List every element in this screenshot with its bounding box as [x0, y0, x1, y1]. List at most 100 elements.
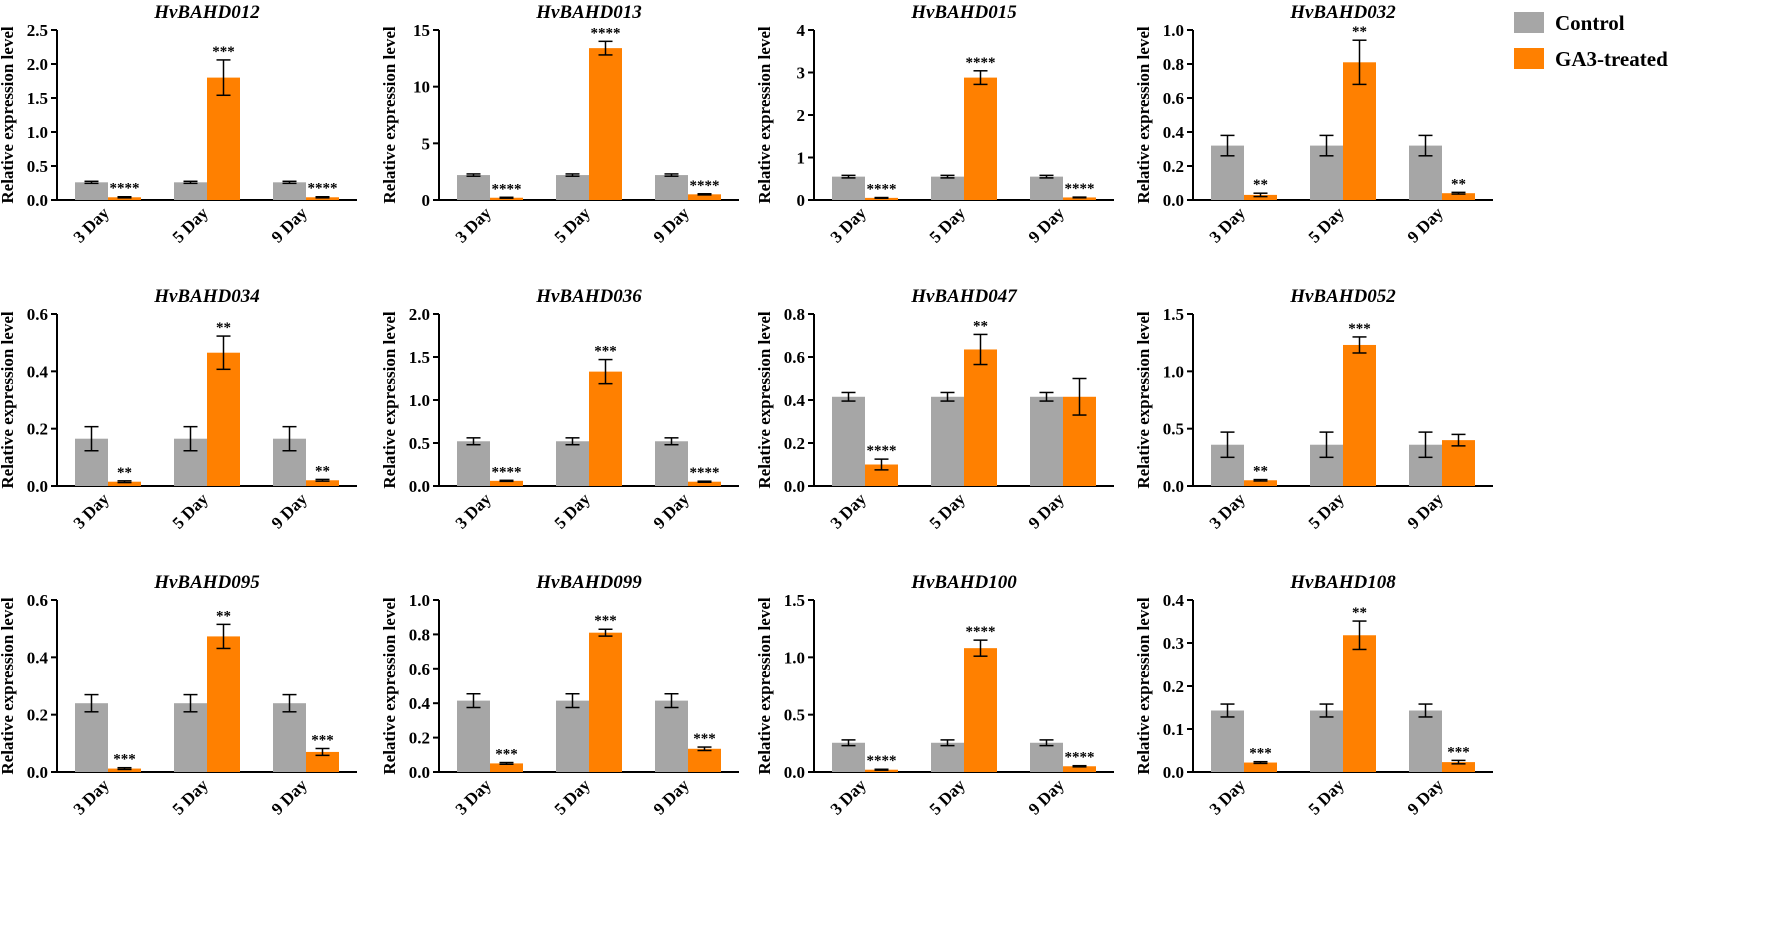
x-tick-label: 9 Day — [1025, 489, 1069, 533]
x-tick-label: 9 Day — [650, 775, 694, 819]
y-tick-label: 0.5 — [1163, 420, 1184, 439]
bar-control — [1409, 710, 1442, 772]
y-tick-label: 1.0 — [1163, 362, 1184, 381]
significance-label: **** — [867, 182, 897, 198]
significance-label: *** — [594, 344, 617, 360]
significance-label: ** — [216, 608, 231, 624]
bar-control — [556, 441, 589, 486]
chart-title: HvBAHD034 — [153, 286, 260, 307]
y-tick-label: 0.0 — [409, 477, 430, 496]
subplot-hvbahd032: HvBAHD032 Relative expression level 0.0 0.2… — [1134, 2, 1493, 247]
significance-label: *** — [594, 613, 617, 629]
y-tick-label: 0.2 — [784, 434, 805, 453]
y-tick-label: 0.4 — [27, 648, 49, 667]
bar-ga3-treated — [1063, 197, 1096, 200]
x-tick-label: 5 Day — [1305, 775, 1349, 819]
y-tick-label: 0.5 — [27, 157, 48, 176]
y-tick-label: 1.5 — [784, 591, 805, 610]
y-axis-label: Relative expression level — [0, 26, 17, 203]
significance-label: *** — [212, 44, 235, 60]
significance-label: *** — [693, 731, 716, 747]
subplot-hvbahd100: HvBAHD100 Relative expression level 0.0 0.5… — [755, 572, 1114, 819]
significance-label: **** — [1065, 750, 1095, 766]
chart-title: HvBAHD012 — [153, 2, 260, 23]
subplot-hvbahd013: HvBAHD013 Relative expression level 0 5 10 15… — [380, 2, 739, 247]
significance-label: ** — [117, 465, 132, 481]
bar-ga3-treated — [207, 352, 240, 486]
bar-control — [832, 176, 865, 200]
y-tick-label: 0.4 — [1163, 591, 1185, 610]
significance-label: *** — [495, 747, 518, 763]
chart-title: HvBAHD015 — [910, 2, 1017, 23]
x-tick-label: 9 Day — [1025, 203, 1069, 247]
chart-title: HvBAHD032 — [1289, 2, 1396, 23]
x-tick-label: 9 Day — [1025, 775, 1069, 819]
legend-swatch — [1514, 12, 1544, 33]
significance-label: *** — [1348, 321, 1371, 337]
bar-ga3-treated — [589, 48, 622, 201]
subplot-hvbahd034: HvBAHD034 Relative expression level 0.0 0.2… — [0, 286, 357, 533]
significance-label: *** — [311, 732, 334, 748]
legend-swatch — [1514, 48, 1544, 69]
y-axis-label: Relative expression level — [755, 26, 774, 203]
chart-title: HvBAHD047 — [910, 286, 1018, 307]
y-axis-label: Relative expression level — [1134, 311, 1153, 488]
x-tick-label: 5 Day — [551, 775, 595, 819]
bar-ga3-treated — [108, 481, 141, 486]
y-tick-label: 0.5 — [784, 706, 805, 725]
bar-control — [1310, 710, 1343, 772]
y-tick-label: 1.0 — [27, 123, 48, 142]
x-tick-label: 3 Day — [827, 203, 871, 247]
bar-control — [655, 441, 688, 486]
bar-control — [556, 175, 589, 200]
x-tick-label: 9 Day — [650, 489, 694, 533]
y-axis-label: Relative expression level — [380, 26, 399, 203]
bar-control — [457, 441, 490, 486]
legend-label: Control — [1555, 11, 1625, 35]
y-tick-label: 1.5 — [409, 348, 430, 367]
y-tick-label: 1 — [797, 149, 806, 168]
x-tick-label: 3 Day — [452, 203, 496, 247]
significance-label: ** — [1253, 464, 1268, 480]
chart-title: HvBAHD099 — [535, 572, 642, 593]
y-tick-label: 0.2 — [409, 729, 430, 748]
significance-label: **** — [690, 465, 720, 481]
bar-ga3-treated — [1442, 440, 1475, 486]
bar-control — [457, 700, 490, 772]
y-tick-label: 0.6 — [784, 348, 805, 367]
y-tick-label: 0.0 — [27, 477, 48, 496]
legend: Control GA3-treated — [1514, 11, 1668, 71]
significance-label: **** — [867, 753, 897, 769]
bar-ga3-treated — [1063, 766, 1096, 772]
significance-label: ** — [973, 318, 988, 334]
significance-label: ** — [1352, 24, 1367, 40]
y-tick-label: 0.5 — [409, 434, 430, 453]
bar-ga3-treated — [865, 464, 898, 486]
y-tick-label: 0.8 — [1163, 55, 1184, 74]
significance-label: *** — [1249, 746, 1272, 762]
significance-label: **** — [966, 55, 996, 71]
x-tick-label: 3 Day — [452, 489, 496, 533]
x-tick-label: 5 Day — [926, 203, 970, 247]
bar-ga3-treated — [306, 751, 339, 772]
bar-ga3-treated — [108, 768, 141, 772]
significance-label: **** — [867, 443, 897, 459]
y-tick-label: 0.6 — [409, 660, 430, 679]
x-tick-label: 3 Day — [70, 489, 114, 533]
x-tick-label: 3 Day — [1206, 203, 1250, 247]
y-axis-label: Relative expression level — [755, 311, 774, 488]
bar-control — [1211, 710, 1244, 772]
y-tick-label: 0.0 — [1163, 191, 1184, 210]
bar-ga3-treated — [207, 77, 240, 200]
bar-ga3-treated — [490, 763, 523, 772]
y-tick-label: 0.2 — [1163, 677, 1184, 696]
x-tick-label: 5 Day — [1305, 203, 1349, 247]
significance-label: **** — [690, 178, 720, 194]
bar-control — [1030, 742, 1063, 772]
y-tick-label: 15 — [413, 21, 430, 40]
bar-control — [273, 703, 306, 772]
y-tick-label: 0.0 — [27, 763, 48, 782]
y-tick-label: 0.6 — [27, 591, 48, 610]
bar-ga3-treated — [688, 481, 721, 486]
y-tick-label: 0.4 — [27, 362, 49, 381]
